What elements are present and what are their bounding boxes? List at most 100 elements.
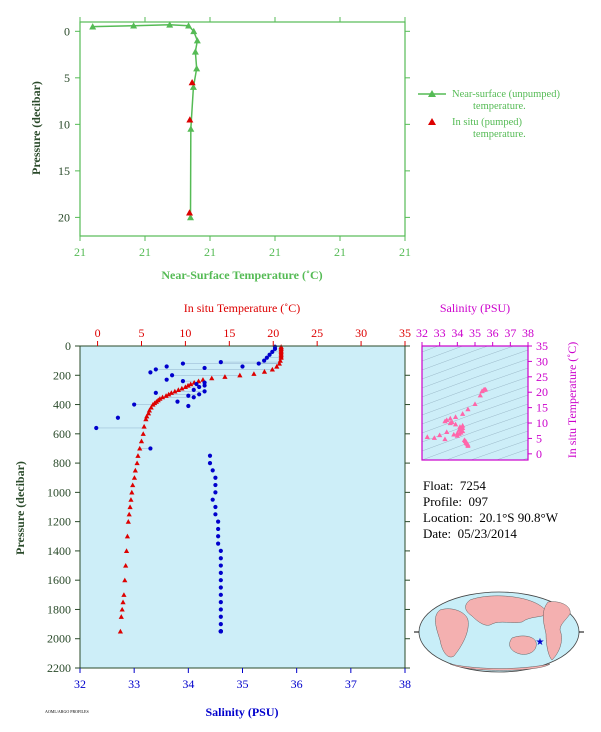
- salinity-point: [213, 512, 218, 517]
- ts-point: [465, 406, 471, 412]
- profile-row: Profile: 097: [423, 494, 488, 510]
- temperature-point: [128, 497, 134, 502]
- salinity-point: [186, 393, 191, 398]
- salinity-point: [216, 519, 221, 524]
- salinity-point: [213, 482, 218, 488]
- ts-temperature-tick-label: 35: [536, 339, 548, 353]
- density-contour: [422, 349, 528, 389]
- top-x-axis: 21 21 21 21 21 21: [74, 17, 411, 259]
- ts-point: [452, 421, 459, 427]
- density-contour: [470, 439, 528, 460]
- near-surface-temperature-point: [185, 22, 193, 29]
- salinity-point: [169, 373, 175, 378]
- ts-point: [472, 401, 478, 407]
- salinity-point: [207, 460, 213, 466]
- salinity-point: [240, 364, 245, 369]
- temperature-point: [278, 355, 284, 360]
- ts-temperature-tick-label: 10: [536, 416, 548, 430]
- salinity-point: [180, 379, 186, 384]
- ts-point: [454, 433, 460, 438]
- density-contour: [422, 346, 489, 371]
- temperature-point: [135, 453, 141, 458]
- temperature-tick-label: 25: [311, 326, 323, 340]
- temperature-point: [127, 504, 133, 510]
- salinity-point: [218, 614, 223, 619]
- temperature-point: [269, 366, 275, 372]
- salinity-point: [197, 384, 202, 390]
- top-x-tick-label: 21: [74, 245, 86, 259]
- temperature-point: [134, 460, 140, 466]
- ts-salinity-axis: 32 33 34 35 36 37 38: [416, 326, 534, 346]
- salinity-point: [218, 360, 223, 365]
- density-contour: [422, 346, 439, 353]
- pressure-tick-label: 1200: [47, 515, 71, 529]
- salinity-tick-label: 32: [74, 677, 86, 691]
- salinity-point: [153, 367, 158, 372]
- temperature-point: [120, 599, 126, 605]
- date-label: Date:: [423, 526, 452, 541]
- temperature-point: [179, 385, 185, 391]
- temperature-point: [185, 382, 191, 388]
- ts-salinity-tick-label: 38: [522, 326, 534, 340]
- temperature-point: [143, 416, 149, 422]
- density-contour: [445, 430, 528, 460]
- salinity-point: [218, 600, 223, 605]
- salinity-point: [216, 526, 221, 532]
- temperature-point: [129, 489, 135, 495]
- temperature-point: [150, 401, 156, 407]
- ts-point: [460, 411, 466, 416]
- near-surface-temperature-point: [130, 22, 138, 29]
- ts-point: [444, 429, 450, 435]
- profile-value: 097: [468, 494, 489, 509]
- temperature-point: [195, 378, 202, 384]
- temperature-point: [123, 562, 129, 568]
- salinity-point: [186, 403, 191, 409]
- density-contour: [422, 367, 528, 407]
- top-x-tick-label: 21: [204, 245, 216, 259]
- salinity-point: [202, 365, 207, 371]
- temperature-point: [141, 423, 147, 429]
- ts-temperature-tick-label: 5: [536, 431, 542, 445]
- ts-point: [477, 392, 483, 398]
- temperature-series: [117, 344, 284, 634]
- top-y-axis-label: Pressure (decibar): [29, 81, 43, 175]
- in-situ-temperature-point: [188, 78, 196, 86]
- ts-temperature-tick-label: 25: [536, 370, 548, 384]
- ts-salinity-tick-label: 37: [504, 326, 516, 340]
- temperature-point: [172, 388, 178, 394]
- temperature-axis: 0 5 10 15 20 25 30 35: [95, 326, 411, 346]
- location-row: Location: 20.1°S 90.8°W: [423, 510, 558, 526]
- temperature-point: [124, 533, 131, 539]
- salinity-point: [218, 607, 223, 612]
- ts-point: [452, 414, 459, 419]
- temperature-point: [277, 358, 283, 363]
- near-surface-temperature-point: [190, 27, 198, 35]
- pressure-tick-label: 800: [53, 456, 71, 470]
- salinity-point: [218, 548, 223, 554]
- salinity-point: [264, 355, 269, 360]
- salinity-point: [197, 392, 202, 397]
- ts-salinity-tick-label: 34: [451, 326, 463, 340]
- location-value: 20.1°S 90.8°W: [479, 510, 558, 525]
- ts-point: [456, 427, 462, 432]
- date-value: 05/23/2014: [457, 526, 517, 541]
- density-contour: [422, 412, 528, 452]
- salinity-point: [207, 453, 213, 458]
- temperature-point: [251, 371, 257, 376]
- temperature-point: [146, 407, 152, 413]
- temperature-point: [144, 413, 150, 419]
- top-y-tick-label: 15: [58, 164, 70, 178]
- salinity-point: [218, 556, 223, 561]
- top-plot-frame: [79, 21, 406, 237]
- pressure-tick-label: 1000: [47, 485, 71, 499]
- ts-salinity-tick-label: 33: [434, 326, 446, 340]
- salinity-point: [191, 387, 196, 393]
- top-series: [89, 21, 201, 221]
- temperature-tick-label: 30: [355, 326, 367, 340]
- density-contour: [422, 394, 528, 434]
- salinity-point: [218, 578, 223, 583]
- location-label: Location:: [423, 510, 473, 525]
- salinity-point: [210, 497, 215, 502]
